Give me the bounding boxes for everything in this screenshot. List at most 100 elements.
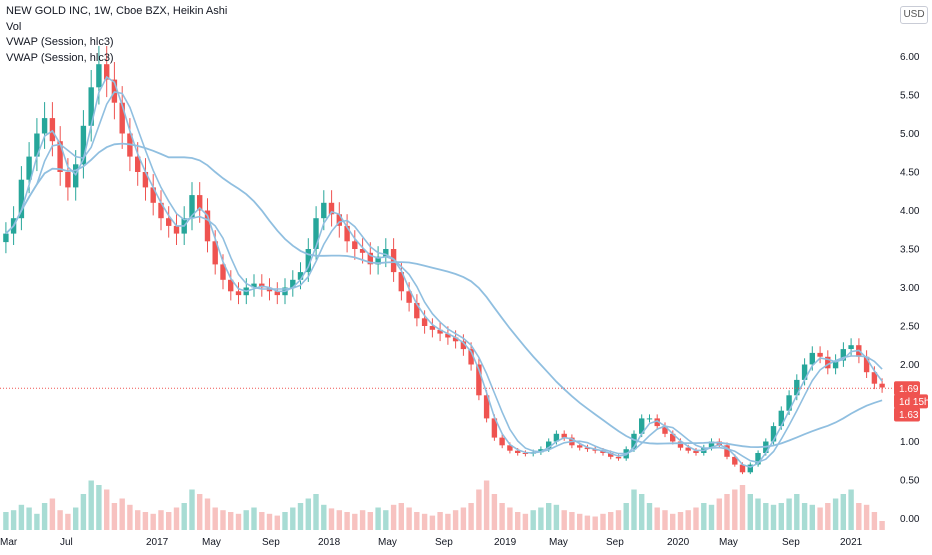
volume-bar bbox=[127, 504, 133, 530]
volume-bar bbox=[390, 504, 397, 530]
candle-body bbox=[685, 447, 691, 451]
x-tick-label: Sep bbox=[262, 537, 280, 548]
volume-bar bbox=[538, 507, 544, 530]
candle-body bbox=[483, 395, 490, 419]
volume-bar bbox=[437, 512, 443, 530]
candle-body bbox=[437, 329, 443, 334]
legend-vwap-2[interactable]: VWAP (Session, hlc3) bbox=[6, 51, 114, 64]
candle-body bbox=[398, 272, 404, 292]
volume-bar bbox=[608, 512, 614, 530]
candle-body bbox=[88, 87, 94, 126]
volume-bar bbox=[135, 510, 141, 530]
candle-body bbox=[18, 179, 25, 219]
volume-bar bbox=[212, 507, 218, 530]
candle-body bbox=[406, 291, 412, 303]
candle-body bbox=[204, 210, 211, 242]
candle-body bbox=[274, 291, 280, 296]
volume-bar bbox=[786, 498, 792, 530]
volume-bar bbox=[615, 510, 622, 530]
y-tick-label: 3.50 bbox=[900, 245, 920, 256]
candle-body bbox=[367, 252, 373, 265]
candle-body bbox=[817, 352, 823, 357]
legend-vol[interactable]: Vol bbox=[6, 20, 22, 33]
x-tick-label: 2018 bbox=[318, 537, 341, 548]
volume-bar bbox=[685, 510, 691, 530]
volume-bar bbox=[701, 503, 707, 530]
volume-bar bbox=[18, 504, 25, 530]
volume-bar bbox=[739, 485, 746, 530]
y-tick-label: 1.00 bbox=[900, 437, 920, 448]
volume-bar bbox=[732, 489, 738, 530]
volume-bar bbox=[801, 503, 808, 530]
y-axis: 0.000.501.001.502.002.503.003.504.004.50… bbox=[900, 52, 920, 525]
volume-bar bbox=[809, 504, 815, 530]
candle-body bbox=[57, 141, 63, 172]
candle-body bbox=[26, 156, 32, 180]
price-tag-label: 1.63 bbox=[899, 410, 919, 421]
volume-bar bbox=[65, 513, 71, 530]
volume-bar bbox=[639, 494, 645, 530]
volume-bar bbox=[111, 503, 118, 530]
candle-body bbox=[383, 249, 389, 257]
volume-bar bbox=[41, 503, 48, 530]
candle-body bbox=[220, 264, 226, 280]
y-tick-label: 6.00 bbox=[900, 52, 920, 63]
candle-body bbox=[73, 164, 79, 188]
candle-body bbox=[251, 283, 257, 288]
candle-body bbox=[313, 218, 319, 249]
volume-bar bbox=[778, 503, 784, 530]
candle-body bbox=[538, 449, 544, 453]
volume-bar bbox=[530, 510, 536, 530]
candle-body bbox=[608, 453, 614, 457]
volume-bar bbox=[460, 507, 467, 530]
volume-bar bbox=[871, 512, 878, 530]
candle-body bbox=[150, 187, 156, 203]
candle-body bbox=[359, 249, 366, 253]
legend-title[interactable]: NEW GOLD INC, 1W, Cboe BZX, Heikin Ashi bbox=[6, 5, 228, 17]
x-tick-label: Sep bbox=[606, 537, 624, 548]
legend-vwap-1[interactable]: VWAP (Session, hlc3) bbox=[6, 36, 114, 48]
candle-body bbox=[65, 172, 71, 188]
volume-bar bbox=[414, 512, 420, 530]
moving-averages bbox=[5, 75, 883, 468]
volume-bar bbox=[646, 503, 653, 530]
volume-bar bbox=[220, 510, 226, 530]
volume-bar bbox=[359, 510, 366, 530]
candle-body bbox=[507, 445, 513, 451]
candle-body bbox=[662, 426, 668, 434]
y-tick-label: 2.50 bbox=[900, 322, 920, 333]
candle-body bbox=[290, 279, 296, 288]
volume-bar bbox=[352, 513, 358, 530]
candle-body bbox=[344, 225, 350, 242]
candle-body bbox=[297, 272, 304, 280]
price-tags: 1.69 1d 15h 1.63 bbox=[894, 381, 930, 422]
candle-body bbox=[212, 241, 218, 265]
candle-body bbox=[615, 456, 622, 459]
volume-bar bbox=[553, 504, 560, 530]
x-tick-label: May bbox=[719, 537, 738, 548]
price-tag-label: 1d 15h bbox=[899, 397, 930, 408]
volume-bar bbox=[491, 494, 498, 530]
volume-bar bbox=[274, 515, 280, 530]
volume-bar bbox=[282, 512, 288, 530]
price-tag-background bbox=[894, 407, 920, 422]
candle-body bbox=[375, 256, 381, 265]
volume-bar bbox=[228, 512, 234, 530]
volume-bar bbox=[476, 489, 482, 530]
volume-bar bbox=[452, 510, 459, 530]
volume-bar bbox=[235, 513, 242, 530]
volume-bar bbox=[848, 489, 854, 530]
candle-body bbox=[631, 433, 637, 450]
candle-body bbox=[825, 356, 831, 369]
x-axis: Mar Jul 2017 May Sep 2018 May Sep 2019 May Sep 2020… bbox=[0, 537, 863, 548]
volume-bar bbox=[181, 503, 187, 530]
volume-bar bbox=[770, 504, 777, 530]
candle-body bbox=[863, 356, 870, 373]
price-tag-background bbox=[894, 381, 920, 396]
volume-bar bbox=[561, 510, 567, 530]
currency-selector-button[interactable]: USD bbox=[900, 6, 928, 24]
candle-body bbox=[321, 202, 327, 219]
volume-bar bbox=[421, 513, 428, 530]
